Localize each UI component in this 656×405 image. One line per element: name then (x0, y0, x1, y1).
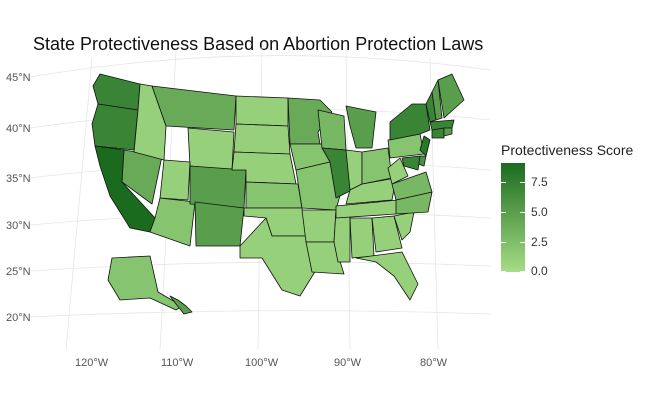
state-hi (169, 295, 193, 315)
state-az (149, 197, 196, 247)
graticule-line (29, 310, 491, 318)
legend-tick-mark (520, 271, 525, 272)
state-nd (235, 95, 289, 127)
legend-label-0: 0.0 (531, 264, 548, 278)
state-mt (151, 85, 237, 131)
lat-label-35: 35°N (6, 173, 31, 185)
state-me (437, 73, 465, 119)
state-ga (371, 215, 403, 253)
state-ar (301, 209, 337, 243)
state-nm (194, 201, 245, 247)
lat-label-40: 40°N (6, 123, 31, 135)
state-tn (335, 199, 399, 219)
state-nh (431, 79, 443, 121)
state-co (189, 165, 247, 209)
state-wi (317, 109, 347, 151)
state-il (321, 147, 353, 199)
legend-colorbar (501, 163, 525, 272)
lat-label-30: 30°N (6, 220, 31, 232)
state-oh (361, 147, 393, 185)
lon-label-100: 100°W (245, 357, 279, 369)
lon-label-90: 90°W (334, 357, 362, 369)
legend-tick-mark (520, 212, 525, 213)
legend-tick-mark (520, 242, 525, 243)
legend-tick-mark (520, 182, 525, 183)
state-wy (187, 127, 235, 171)
legend-tick-mark (501, 212, 506, 213)
legend-tick-mark (501, 242, 506, 243)
state-sd (233, 123, 291, 155)
state-tx (239, 217, 317, 297)
chart-title: State Protectiveness Based on Abortion P… (33, 34, 484, 54)
state-mi (345, 105, 377, 149)
legend-label-7-5: 7.5 (531, 175, 548, 189)
state-md (401, 155, 421, 171)
lon-label-110: 110°W (161, 357, 194, 369)
lat-label-45: 45°N (6, 72, 31, 84)
state-fl (355, 251, 419, 301)
legend-title: Protectiveness Score (501, 142, 634, 158)
graticule-line (29, 55, 491, 78)
state-ny (389, 103, 431, 141)
state-ks (245, 181, 303, 209)
state-wv (387, 157, 409, 185)
axis-labels: 45°N 40°N 35°N 30°N 25°N 20°N 120°W 110°… (6, 72, 448, 369)
lon-label-80: 80°W (420, 357, 448, 369)
state-va (391, 171, 433, 201)
lat-label-20: 20°N (6, 312, 31, 324)
state-mo (295, 161, 343, 211)
state-shapes (91, 73, 465, 315)
state-ri (443, 127, 453, 137)
state-ut (159, 159, 191, 201)
graticule-line (29, 261, 491, 272)
state-la (305, 241, 345, 275)
graticule-line (65, 57, 93, 351)
state-ct (431, 127, 445, 139)
state-ak (107, 255, 183, 311)
legend-label-5: 5.0 (531, 205, 548, 219)
legend-label-2-5: 2.5 (531, 235, 548, 249)
lon-label-120: 120°W (75, 357, 109, 369)
state-al (349, 217, 375, 259)
legend-tick-mark (501, 182, 506, 183)
state-or (91, 103, 139, 151)
lat-label-25: 25°N (6, 266, 31, 278)
legend-tick-mark (501, 271, 506, 272)
